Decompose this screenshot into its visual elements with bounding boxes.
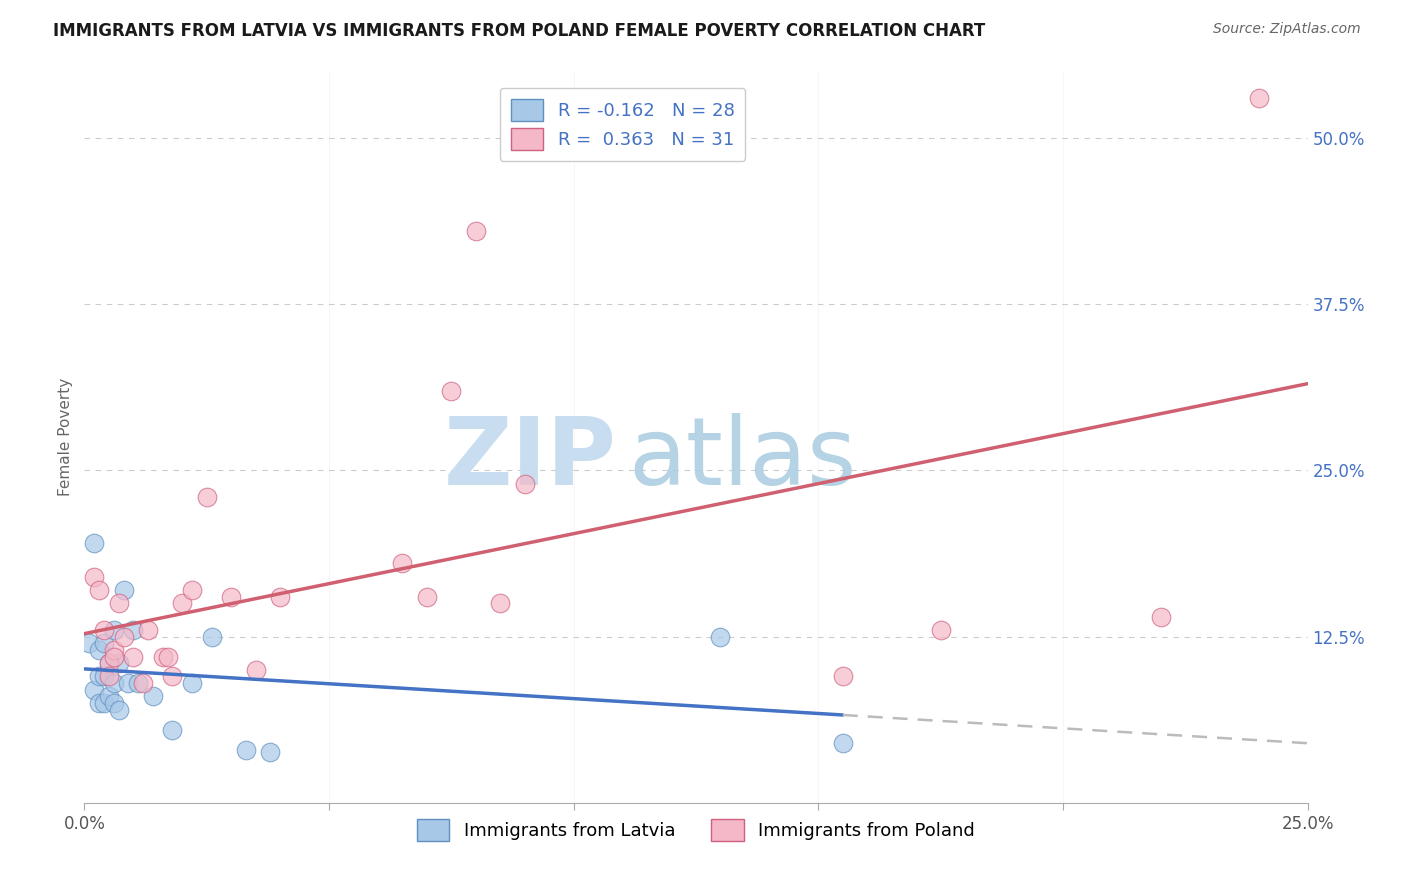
Text: IMMIGRANTS FROM LATVIA VS IMMIGRANTS FROM POLAND FEMALE POVERTY CORRELATION CHAR: IMMIGRANTS FROM LATVIA VS IMMIGRANTS FRO… xyxy=(53,22,986,40)
Point xyxy=(112,582,135,597)
Point xyxy=(391,557,413,571)
Point xyxy=(709,630,731,644)
Point xyxy=(97,656,120,670)
Point xyxy=(1150,609,1173,624)
Point xyxy=(122,623,145,637)
Point xyxy=(152,649,174,664)
Point xyxy=(269,590,291,604)
Point xyxy=(87,669,110,683)
Point xyxy=(93,669,115,683)
Text: ZIP: ZIP xyxy=(443,413,616,505)
Point xyxy=(87,643,110,657)
Point xyxy=(181,676,204,690)
Point xyxy=(162,669,184,683)
Point xyxy=(107,596,129,610)
Point xyxy=(440,384,463,398)
Point xyxy=(103,623,125,637)
Point xyxy=(513,476,536,491)
Point xyxy=(117,676,139,690)
Point xyxy=(103,649,125,664)
Point xyxy=(93,623,115,637)
Point xyxy=(219,590,242,604)
Point xyxy=(103,676,125,690)
Text: Source: ZipAtlas.com: Source: ZipAtlas.com xyxy=(1213,22,1361,37)
Point xyxy=(172,596,194,610)
Point xyxy=(464,224,486,238)
Point xyxy=(142,690,165,704)
Point xyxy=(97,669,120,683)
Point xyxy=(93,636,115,650)
Point xyxy=(112,630,135,644)
Point xyxy=(181,582,204,597)
Point xyxy=(107,656,129,670)
Point xyxy=(259,745,281,759)
Point xyxy=(97,656,120,670)
Point xyxy=(1247,91,1270,105)
Point xyxy=(416,590,439,604)
Point xyxy=(132,676,155,690)
Point xyxy=(195,490,218,504)
Text: atlas: atlas xyxy=(628,413,856,505)
Point xyxy=(122,649,145,664)
Point xyxy=(103,696,125,710)
Point xyxy=(200,630,222,644)
Point xyxy=(83,682,105,697)
Point xyxy=(489,596,512,610)
Point xyxy=(831,736,853,750)
Point xyxy=(831,669,853,683)
Point xyxy=(93,696,115,710)
Legend: Immigrants from Latvia, Immigrants from Poland: Immigrants from Latvia, Immigrants from … xyxy=(409,812,983,848)
Point xyxy=(97,690,120,704)
Point xyxy=(83,536,105,550)
Point xyxy=(162,723,184,737)
Point xyxy=(156,649,179,664)
Point xyxy=(235,742,257,756)
Point xyxy=(245,663,267,677)
Point xyxy=(77,636,100,650)
Point xyxy=(87,582,110,597)
Point xyxy=(107,703,129,717)
Point xyxy=(136,623,159,637)
Point xyxy=(929,623,952,637)
Point xyxy=(87,696,110,710)
Point xyxy=(127,676,149,690)
Point xyxy=(103,643,125,657)
Y-axis label: Female Poverty: Female Poverty xyxy=(58,378,73,496)
Point xyxy=(83,570,105,584)
